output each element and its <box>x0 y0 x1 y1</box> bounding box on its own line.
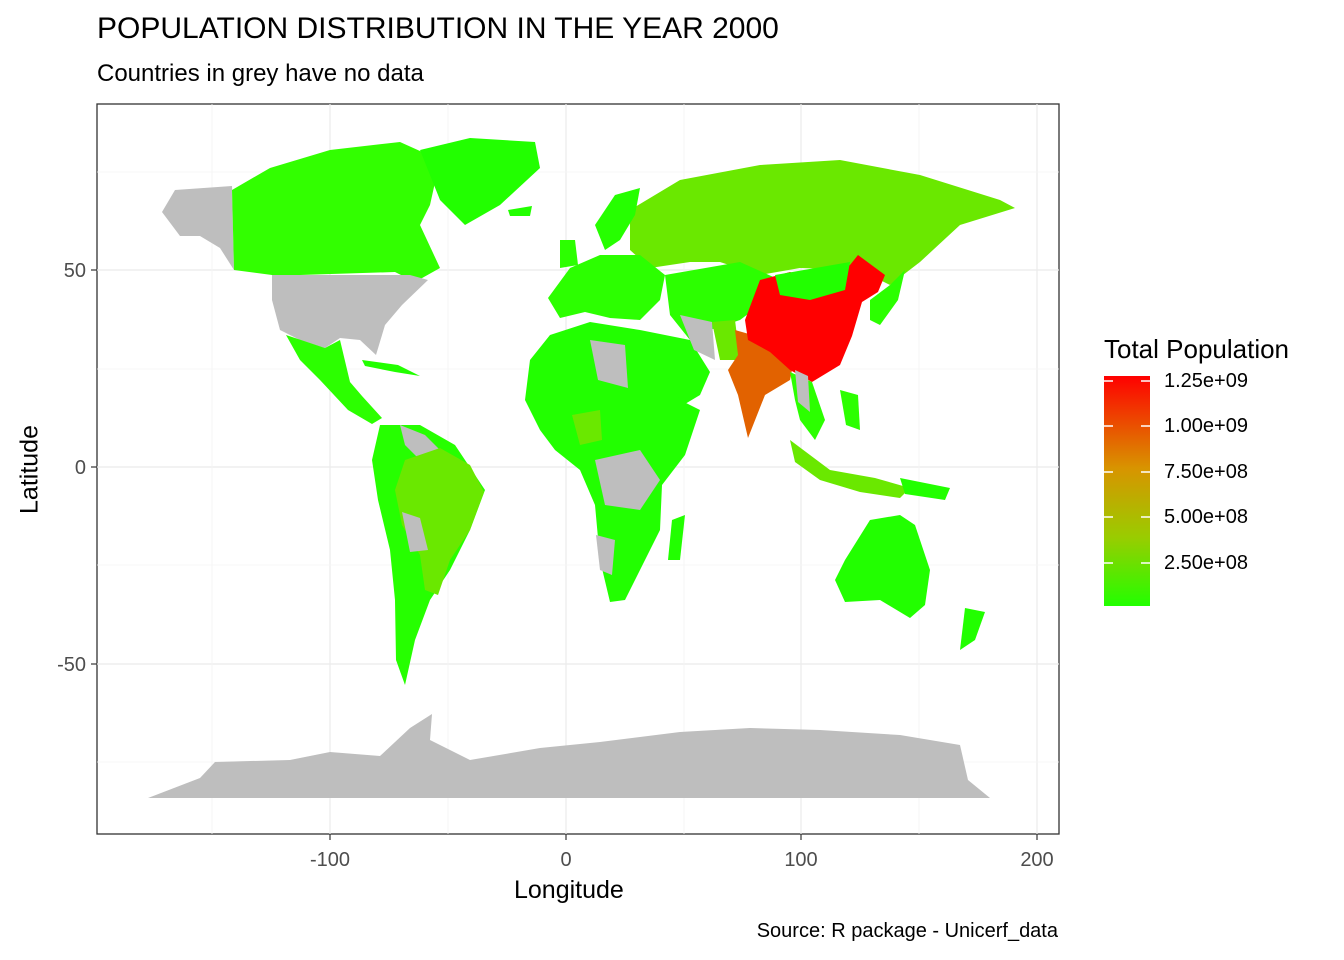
legend-label: 7.50e+08 <box>1164 461 1248 483</box>
russia <box>630 160 1015 285</box>
canada <box>232 142 440 282</box>
legend-label: 5.00e+08 <box>1164 506 1248 528</box>
legend-label: 2.50e+08 <box>1164 552 1248 574</box>
alaska <box>162 186 234 270</box>
libya <box>590 340 628 388</box>
xtick-label: -100 <box>310 849 350 871</box>
source-caption: Source: R package - Unicerf_data <box>756 920 1058 942</box>
australia <box>835 515 930 618</box>
europe <box>548 255 665 320</box>
united-kingdom <box>560 240 578 268</box>
legend-title: Total Population <box>1104 334 1290 364</box>
pakistan <box>712 320 740 360</box>
greenland <box>420 138 540 225</box>
new-guinea <box>900 478 950 500</box>
iceland <box>508 206 532 216</box>
legend-ticks <box>1104 380 1150 564</box>
ytick-label: -50 <box>57 654 86 676</box>
page-subtitle: Countries in grey have no data <box>97 60 424 87</box>
page-title: POPULATION DISTRIBUTION IN THE YEAR 2000 <box>97 12 779 45</box>
xtick-label: 100 <box>784 849 817 871</box>
myanmar <box>795 370 810 412</box>
nigeria <box>572 410 602 445</box>
legend-colorbar <box>1104 376 1150 606</box>
madagascar <box>668 515 685 560</box>
x-axis-label: Longitude <box>514 876 624 904</box>
iran <box>680 315 715 360</box>
new-zealand <box>960 608 985 650</box>
namibia <box>596 535 615 575</box>
mexico <box>286 335 382 424</box>
y-axis-label: Latitude <box>15 425 44 514</box>
tick-labels: -100 0 100 200 50 0 -50 <box>57 260 1054 871</box>
xtick-label: 0 <box>560 849 571 871</box>
guyana-area <box>400 425 440 460</box>
scandinavia <box>595 188 640 250</box>
legend-label: 1.25e+09 <box>1164 370 1248 392</box>
axis-ticks <box>91 269 1038 840</box>
brazil <box>395 448 484 595</box>
legend-label: 1.00e+09 <box>1164 415 1248 437</box>
congo <box>595 450 660 510</box>
antarctica <box>148 714 990 798</box>
countries <box>148 138 1015 798</box>
united-states <box>272 275 428 355</box>
ytick-label: 0 <box>75 457 86 479</box>
caribbean <box>362 360 420 376</box>
bolivia <box>402 512 428 552</box>
japan <box>870 270 905 325</box>
ytick-label: 50 <box>64 260 86 282</box>
mongolia <box>775 262 850 300</box>
philippines <box>840 390 860 430</box>
xtick-label: 200 <box>1020 849 1053 871</box>
indonesia <box>790 440 910 498</box>
